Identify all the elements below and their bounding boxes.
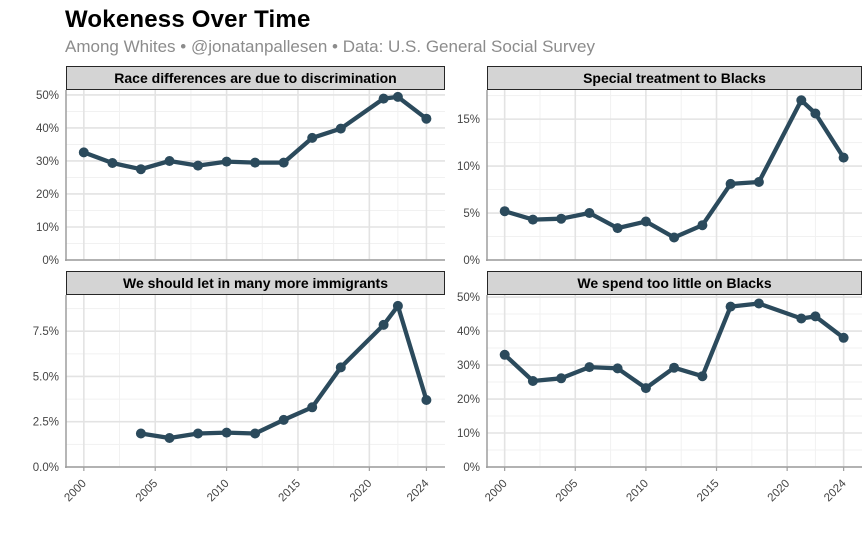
svg-text:2024: 2024 — [405, 477, 432, 504]
svg-text:0%: 0% — [463, 255, 480, 267]
svg-text:2000: 2000 — [62, 478, 89, 505]
special-treatment-chart: 0% 5% 10% 15% — [457, 90, 862, 267]
svg-text:0%: 0% — [42, 255, 59, 267]
svg-text:2005: 2005 — [134, 478, 161, 505]
panel-title-special-treatment: Special treatment to Blacks — [487, 66, 862, 90]
svg-text:7.5%: 7.5% — [33, 326, 59, 338]
svg-text:30%: 30% — [457, 360, 480, 372]
svg-text:20%: 20% — [457, 394, 480, 406]
immigrants-chart: 0.0% 2.5% 5.0% 7.5% 2000 2005 2010 2015 2020 2024 — [33, 295, 445, 505]
svg-text:2010: 2010 — [624, 478, 651, 505]
panel-title-immigrants: We should let in many more immigrants — [66, 271, 445, 295]
page-title: Wokeness Over Time — [65, 6, 311, 33]
svg-text:10%: 10% — [457, 161, 480, 173]
panel-title-race-differences: Race differences are due to discriminati… — [66, 66, 445, 90]
svg-text:2015: 2015 — [277, 478, 304, 505]
svg-text:0.0%: 0.0% — [33, 462, 59, 474]
svg-text:20%: 20% — [36, 189, 59, 201]
svg-text:2010: 2010 — [205, 478, 232, 505]
svg-text:50%: 50% — [457, 292, 480, 304]
svg-text:2020: 2020 — [766, 478, 793, 505]
svg-text:2024: 2024 — [822, 477, 849, 504]
svg-text:5.0%: 5.0% — [33, 371, 59, 383]
svg-text:40%: 40% — [36, 123, 59, 135]
svg-text:2020: 2020 — [348, 478, 375, 505]
svg-text:2.5%: 2.5% — [33, 417, 59, 429]
page-subtitle: Among Whites • @jonatanpallesen • Data: … — [65, 37, 595, 56]
svg-text:10%: 10% — [36, 222, 59, 234]
svg-text:50%: 50% — [36, 90, 59, 102]
panel-race-differences: Race differences are due to discriminati… — [24, 62, 448, 267]
race-differences-chart: 0% 10% 20% 30% 40% 50% — [36, 90, 445, 267]
svg-text:15%: 15% — [457, 114, 480, 126]
spend-too-little-chart: 0% 10% 20% 30% 40% 50% 2000 2005 2010 2015 2020 202… — [457, 292, 862, 505]
svg-text:2000: 2000 — [483, 478, 510, 505]
panel-special-treatment: Special treatment to Blacks 0% 5% 10% 15% — [450, 62, 866, 267]
panel-spend-too-little: We spend too little on Blacks 0% 10% 20% 30… — [450, 267, 866, 535]
svg-text:40%: 40% — [457, 326, 480, 338]
svg-text:30%: 30% — [36, 156, 59, 168]
svg-text:0%: 0% — [463, 462, 480, 474]
svg-text:10%: 10% — [457, 428, 480, 440]
panel-immigrants: We should let in many more immigrants 0.… — [24, 267, 448, 535]
svg-text:5%: 5% — [463, 208, 480, 220]
panel-title-spend-too-little: We spend too little on Blacks — [487, 271, 862, 295]
svg-text:2005: 2005 — [554, 478, 581, 505]
svg-text:2015: 2015 — [695, 478, 722, 505]
